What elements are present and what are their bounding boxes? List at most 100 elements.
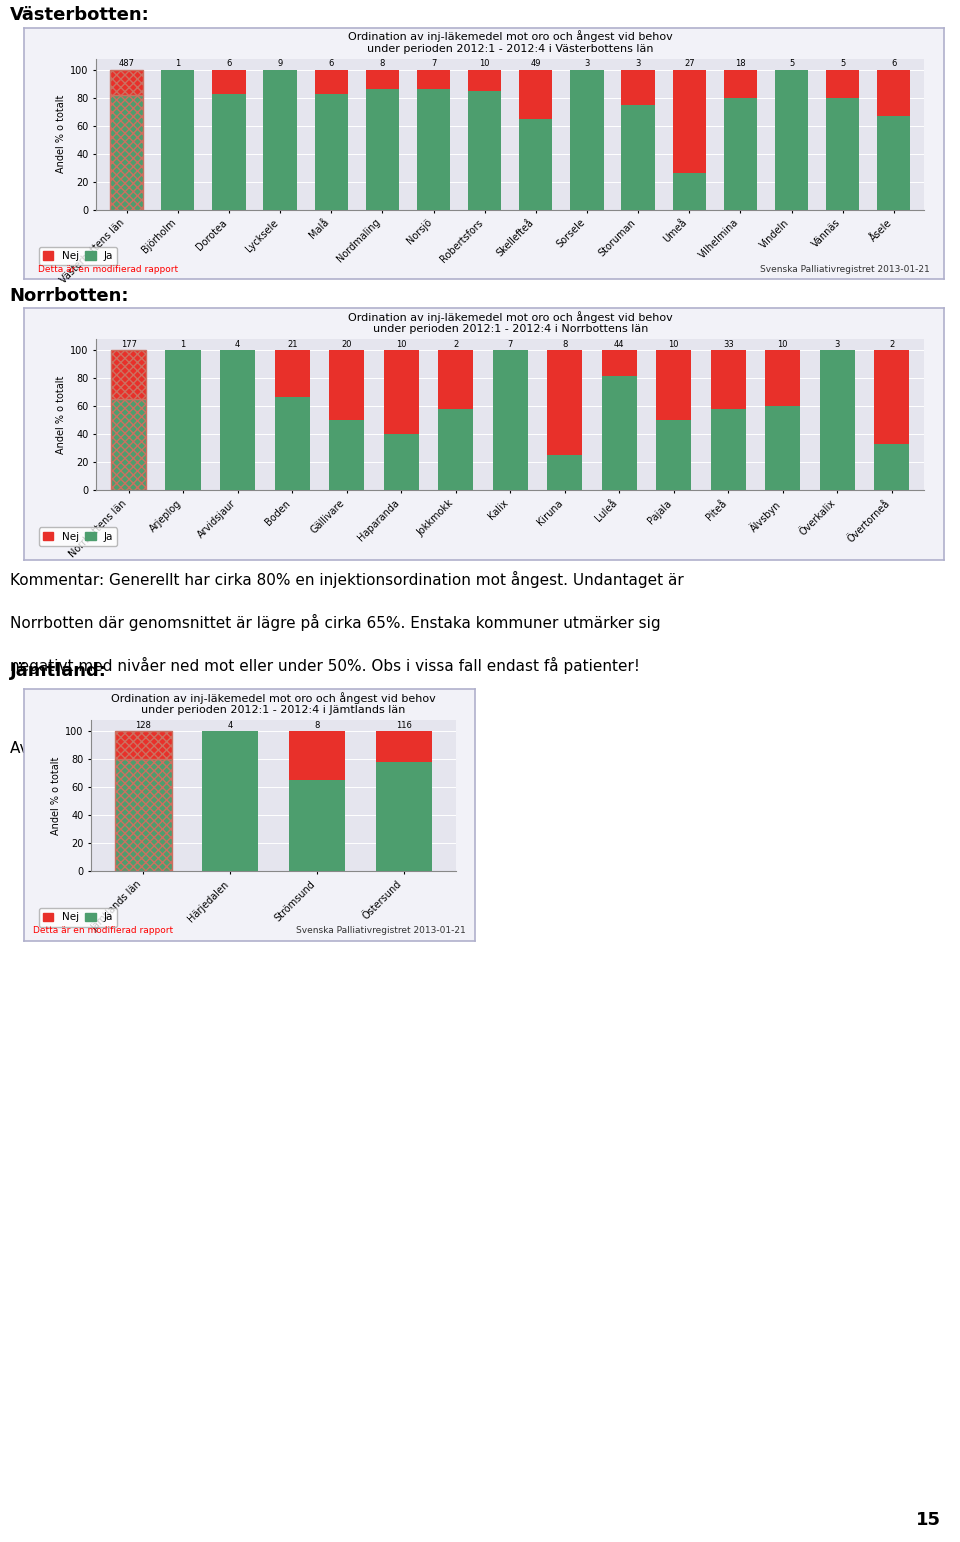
Legend: Nej, Ja: Nej, Ja	[38, 908, 117, 927]
Text: Avlidna på sjukhus: (Riket =79%): Avlidna på sjukhus: (Riket =79%)	[10, 739, 264, 757]
Text: 3: 3	[585, 60, 589, 68]
Bar	[519, 69, 552, 119]
Bar	[656, 421, 691, 490]
Bar	[111, 399, 147, 490]
Text: Västerbotten:: Västerbotten:	[10, 6, 150, 25]
Bar	[212, 69, 246, 94]
Bar	[115, 731, 172, 759]
Bar	[366, 69, 399, 89]
Text: 21: 21	[287, 341, 298, 348]
Text: 10: 10	[479, 60, 490, 68]
Bar	[366, 89, 399, 210]
Bar	[315, 69, 348, 94]
Bar	[289, 780, 346, 871]
Text: 4: 4	[235, 341, 240, 348]
Text: 3: 3	[834, 341, 840, 348]
Y-axis label: Andel % o totalt: Andel % o totalt	[56, 376, 66, 453]
Bar	[877, 116, 910, 210]
Text: 1: 1	[180, 341, 186, 348]
Text: Detta är en modifierad rapport: Detta är en modifierad rapport	[37, 265, 178, 273]
Bar	[468, 91, 501, 210]
Text: Detta är en modifierad rapport: Detta är en modifierad rapport	[34, 927, 174, 934]
Bar	[602, 350, 637, 376]
Bar	[438, 350, 473, 409]
Text: 2: 2	[889, 341, 895, 348]
Text: 5: 5	[789, 60, 794, 68]
Bar	[110, 69, 143, 96]
Bar	[826, 97, 859, 210]
Text: 116: 116	[396, 722, 412, 729]
Text: 15: 15	[916, 1511, 941, 1530]
Bar	[329, 350, 365, 421]
Text: Kommentar: Generellt har cirka 80% en injektionsordination mot ångest. Undantage: Kommentar: Generellt har cirka 80% en in…	[10, 571, 684, 588]
Text: 128: 128	[135, 722, 152, 729]
Text: 5: 5	[840, 60, 845, 68]
Bar	[656, 350, 691, 421]
Legend: Nej, Ja: Nej, Ja	[38, 247, 117, 265]
Bar	[775, 69, 808, 210]
Title: Ordination av inj-läkemedel mot oro och ångest vid behov
under perioden 2012:1 -: Ordination av inj-läkemedel mot oro och …	[348, 31, 673, 54]
Text: 3: 3	[636, 60, 640, 68]
Bar	[289, 731, 346, 780]
Text: 10: 10	[778, 341, 788, 348]
Text: 4: 4	[228, 722, 232, 729]
Text: 44: 44	[614, 341, 625, 348]
Bar	[263, 69, 297, 210]
Bar	[673, 173, 706, 210]
Bar	[161, 69, 195, 210]
Bar	[621, 105, 655, 210]
Bar	[826, 69, 859, 97]
Text: 7: 7	[431, 60, 436, 68]
Text: Svenska Palliativregistret 2013-01-21: Svenska Palliativregistret 2013-01-21	[760, 265, 930, 273]
Text: Jämtland:: Jämtland:	[10, 662, 107, 680]
Text: 20: 20	[342, 341, 352, 348]
Text: 9: 9	[277, 60, 283, 68]
Bar	[375, 731, 432, 762]
Title: Ordination av inj-läkemedel mot oro och ångest vid behov
under perioden 2012:1 -: Ordination av inj-läkemedel mot oro och …	[348, 311, 673, 335]
Bar	[547, 350, 583, 455]
Bar	[111, 350, 147, 399]
Text: 27: 27	[684, 60, 694, 68]
Bar	[519, 119, 552, 210]
Text: 2: 2	[453, 341, 458, 348]
Bar	[874, 444, 909, 490]
Text: 177: 177	[121, 341, 136, 348]
Y-axis label: Andel % o totalt: Andel % o totalt	[56, 96, 66, 173]
Bar	[724, 97, 757, 210]
Bar	[438, 409, 473, 490]
Y-axis label: Andel % o totalt: Andel % o totalt	[51, 757, 61, 834]
Bar	[202, 731, 258, 871]
Bar	[724, 69, 757, 97]
Bar	[877, 69, 910, 116]
Bar	[602, 376, 637, 490]
Bar	[710, 350, 746, 409]
Text: 49: 49	[531, 60, 541, 68]
Bar	[673, 69, 706, 173]
Bar	[212, 94, 246, 210]
Bar	[820, 350, 855, 490]
Bar	[492, 350, 528, 490]
Bar	[315, 94, 348, 210]
Bar	[115, 759, 172, 871]
Legend: Nej, Ja: Nej, Ja	[38, 527, 117, 546]
Bar	[468, 69, 501, 91]
Text: Svenska Palliativregistret 2013-01-21: Svenska Palliativregistret 2013-01-21	[297, 927, 466, 934]
Bar	[621, 69, 655, 105]
Text: 6: 6	[328, 60, 334, 68]
Bar	[874, 350, 909, 444]
Text: 18: 18	[735, 60, 746, 68]
Title: Ordination av inj-läkemedel mot oro och ångest vid behov
under perioden 2012:1 -: Ordination av inj-läkemedel mot oro och …	[111, 692, 436, 715]
Bar	[275, 396, 310, 490]
Bar	[765, 407, 801, 490]
Bar	[710, 409, 746, 490]
Text: Norrbotten där genomsnittet är lägre på cirka 65%. Enstaka kommuner utmärker sig: Norrbotten där genomsnittet är lägre på …	[10, 614, 660, 631]
Bar	[220, 350, 255, 490]
Bar	[329, 421, 365, 490]
Text: 8: 8	[314, 722, 320, 729]
Text: 33: 33	[723, 341, 733, 348]
Text: 8: 8	[380, 60, 385, 68]
Bar	[570, 69, 604, 210]
Bar	[547, 455, 583, 490]
Bar	[417, 69, 450, 89]
Bar	[275, 350, 310, 396]
